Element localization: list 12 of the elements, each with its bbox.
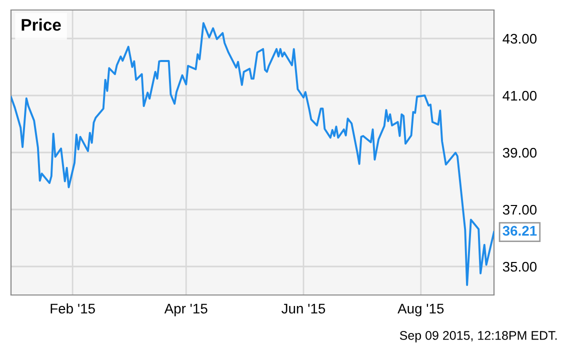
- chart-title: Price: [22, 18, 61, 31]
- annotation: 36.21: [502, 226, 537, 236]
- x-tick-label: Jun '15: [282, 304, 326, 314]
- y-tick-label: 37.00: [502, 204, 537, 215]
- text: Sep 09 2015, 12:18PM EDT.: [400, 331, 557, 342]
- y-tick-label: 43.00: [502, 34, 537, 44]
- y-tick-label: 41.00: [502, 90, 537, 101]
- x-tick-label: Apr '15: [164, 304, 208, 316]
- x-tick-label: Aug '15: [398, 304, 444, 316]
- y-tick-label: 39.00: [502, 148, 537, 158]
- x-tick-label: Feb '15: [50, 303, 95, 314]
- y-tick-label: 35.00: [502, 262, 537, 272]
